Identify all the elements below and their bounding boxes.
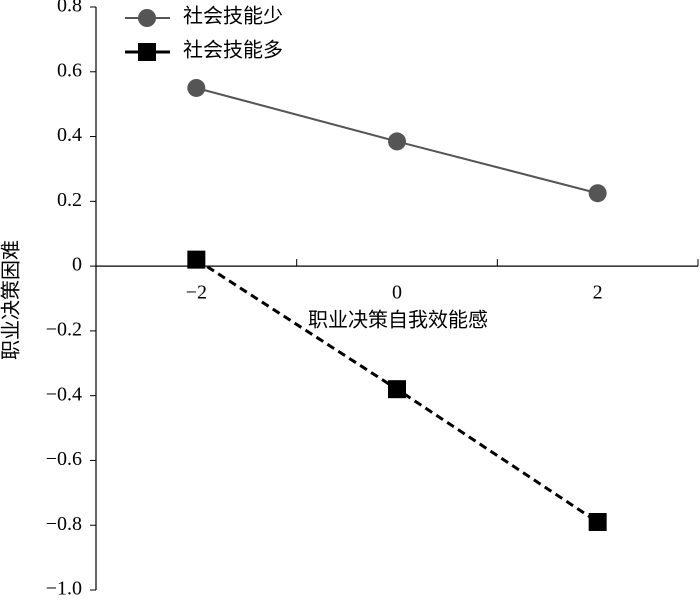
- y-tick-label: 0.4: [57, 124, 82, 146]
- y-tick-label: −0.8: [46, 513, 82, 535]
- x-tick-label: 0: [392, 282, 402, 304]
- data-point: [588, 184, 607, 203]
- y-tick-label: −0.2: [46, 318, 82, 340]
- data-point: [388, 380, 406, 399]
- y-tick-label: −1.0: [46, 578, 82, 596]
- data-point: [187, 250, 206, 269]
- y-tick-label: −0.6: [46, 448, 82, 470]
- legend-label: 社会技能多: [183, 39, 283, 62]
- y-axis-label: 职业决策困难: [0, 240, 23, 360]
- legend-marker: [138, 9, 156, 27]
- data-point: [388, 132, 406, 151]
- legend-marker: [138, 43, 156, 61]
- y-tick-label: −0.4: [46, 383, 82, 405]
- y-tick-label: 0: [72, 254, 82, 276]
- x-tick-label: −2: [186, 282, 207, 304]
- y-tick-label: 0.6: [57, 59, 82, 81]
- y-tick-label: 0.2: [57, 189, 82, 211]
- x-axis-label: 职业决策自我效能感: [308, 309, 488, 332]
- y-tick-label: 0.8: [57, 0, 82, 17]
- x-tick-label: 2: [593, 282, 603, 304]
- legend-label: 社会技能少: [183, 5, 283, 28]
- data-point: [187, 78, 206, 97]
- data-point: [588, 512, 607, 531]
